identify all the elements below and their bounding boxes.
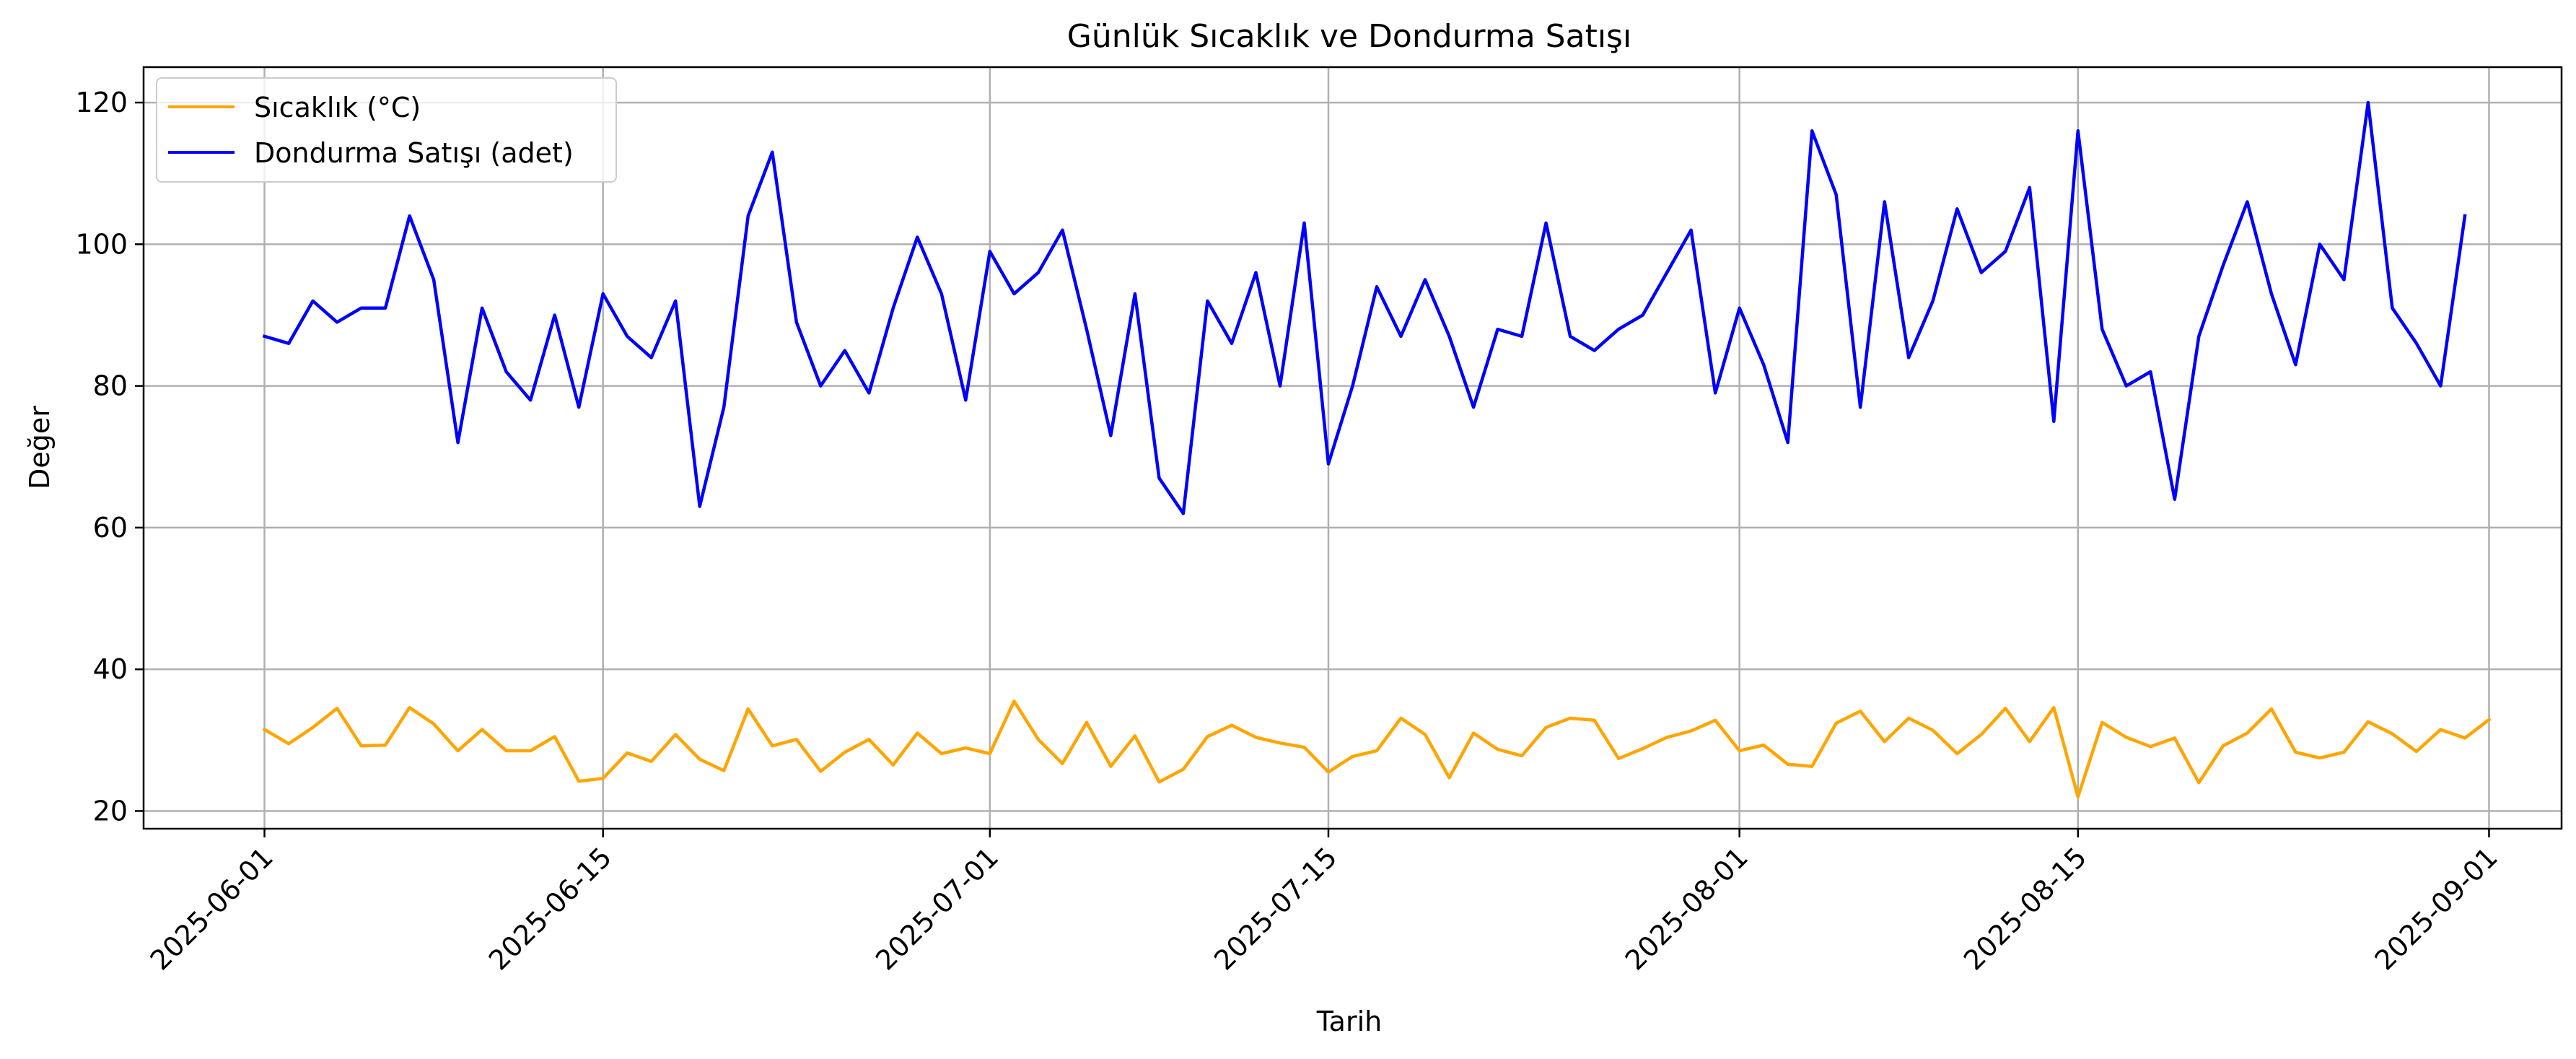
- legend-box: [156, 77, 617, 183]
- chart-title: Günlük Sıcaklık ve Dondurma Satışı: [1067, 18, 1631, 55]
- y-tick-label-20: 20: [93, 795, 128, 827]
- x-axis-label: Tarih: [1316, 1006, 1382, 1037]
- y-tick-label-80: 80: [93, 370, 128, 402]
- y-tick-label-100: 100: [75, 228, 128, 260]
- y-tick-label-120: 120: [75, 87, 128, 118]
- y-axis-label: Değer: [24, 406, 56, 489]
- series-line-temperature: [262, 700, 2492, 799]
- series-line-ice-cream-sales: [262, 100, 2467, 515]
- plot-frame: [142, 66, 2563, 830]
- y-tick-label-40: 40: [93, 653, 128, 685]
- y-tick-label-60: 60: [93, 512, 128, 544]
- legend: Sıcaklık (°C) Dondurma Satışı (adet): [156, 77, 617, 183]
- legend-label-temperature: Sıcaklık (°C): [254, 92, 421, 123]
- series-lines: [262, 100, 2492, 799]
- legend-label-ice-cream-sales: Dondurma Satışı (adet): [254, 137, 574, 169]
